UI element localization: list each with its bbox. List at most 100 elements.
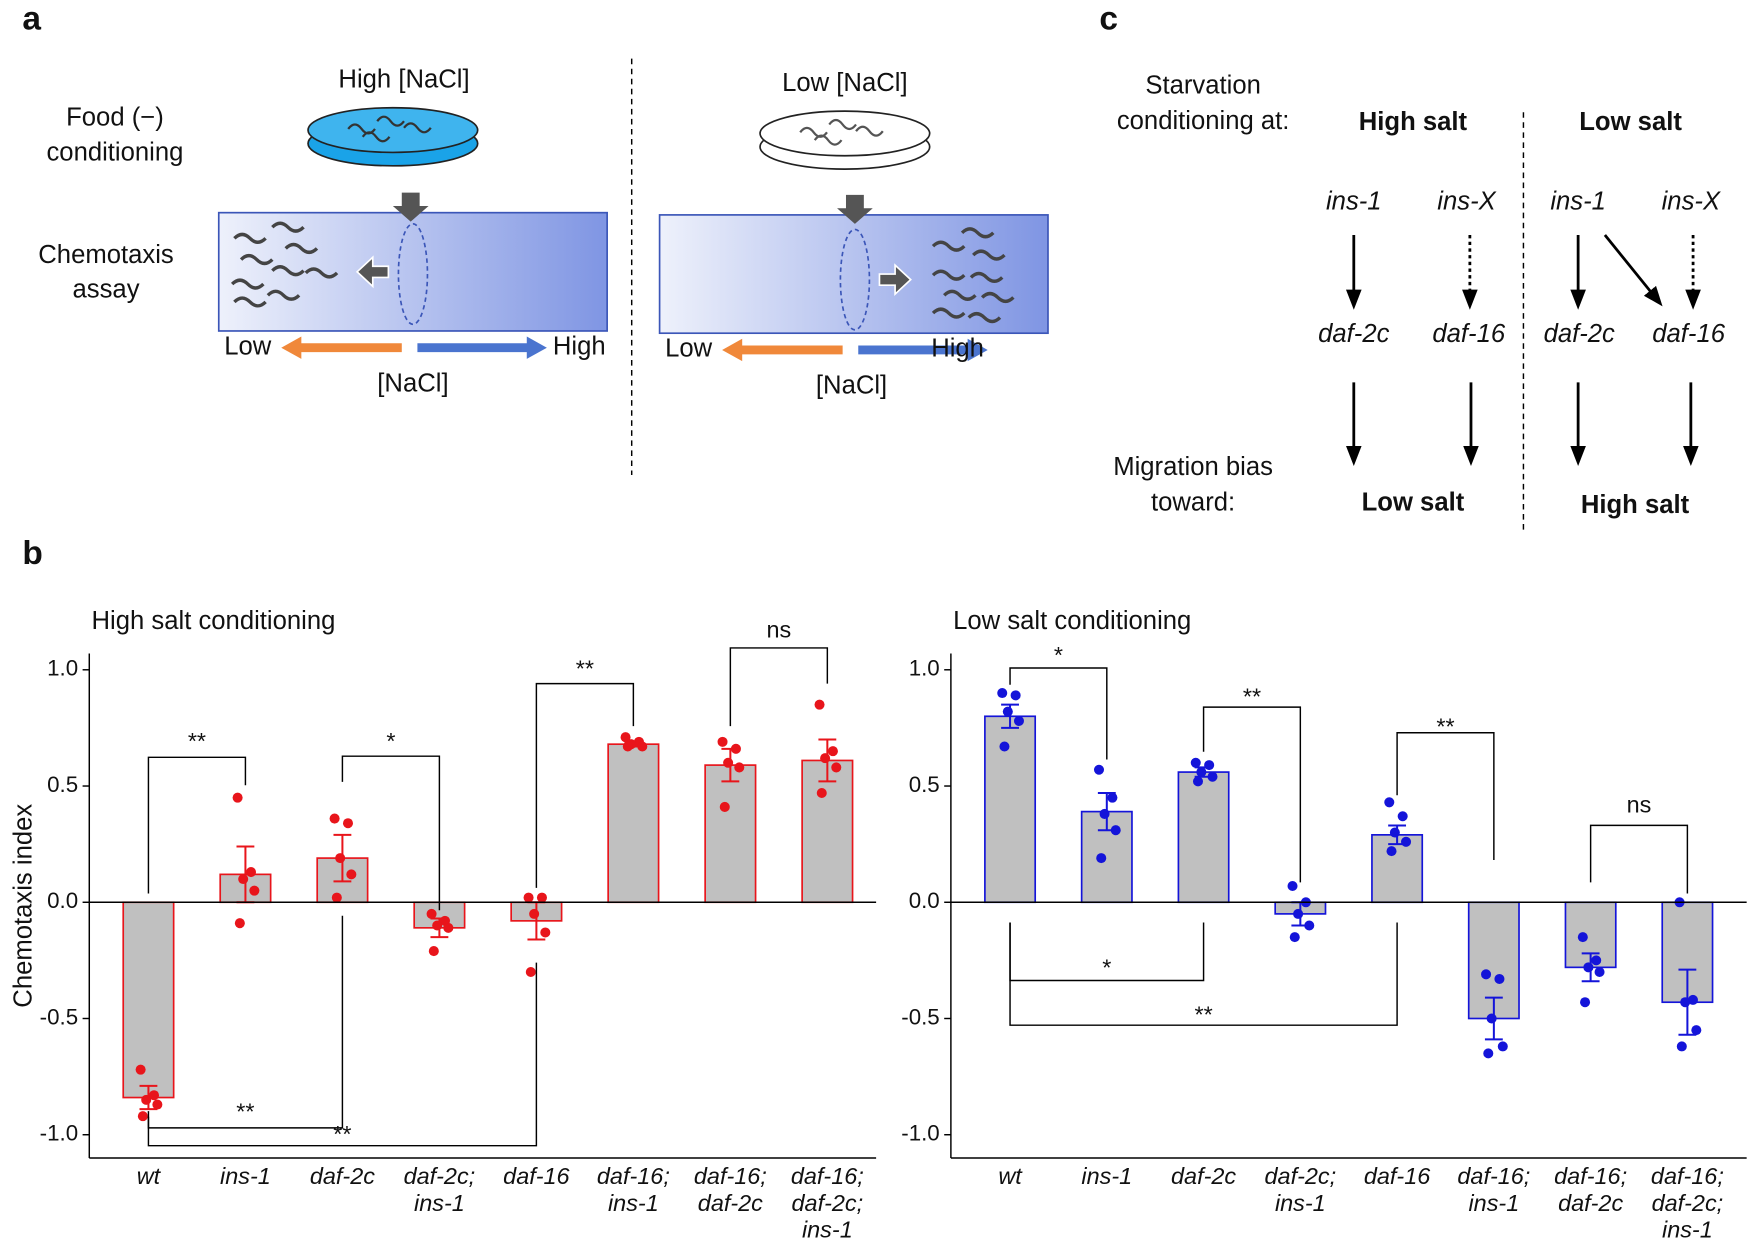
significance-bracket <box>147 756 247 894</box>
y-tick-label: 0.0 <box>909 888 940 913</box>
x-tick-label: daf-2c <box>310 1163 375 1189</box>
y-tick-label: -0.5 <box>901 1004 939 1029</box>
data-point <box>1481 969 1492 980</box>
data-point <box>997 688 1008 699</box>
arrow <box>722 338 743 362</box>
x-tick-label-line: daf-16; <box>1457 1163 1530 1189</box>
data-point <box>1384 797 1395 808</box>
data-point <box>622 741 633 752</box>
data-point <box>1190 757 1201 768</box>
data-point <box>148 1090 160 1101</box>
worms <box>230 221 339 308</box>
label: High <box>931 335 984 363</box>
panel-label: a <box>22 1 41 38</box>
label: Low salt <box>1362 489 1465 517</box>
significance-label: ** <box>188 728 206 754</box>
data-point <box>443 922 454 933</box>
origin <box>839 228 871 331</box>
data-point <box>331 892 342 903</box>
significance-bracket <box>1009 667 1108 760</box>
data-point <box>1680 997 1691 1008</box>
bar <box>1177 771 1230 904</box>
chart-title: Low salt conditioning <box>953 607 1191 635</box>
data-point <box>152 1099 163 1110</box>
x-tick-label-line: ins-1 <box>414 1190 465 1216</box>
x-tick-label: wt <box>998 1163 1023 1189</box>
significance-bracket <box>147 915 344 1129</box>
data-point <box>1099 808 1110 819</box>
significance-label: * <box>386 728 395 754</box>
x-tick-label-line: ins-1 <box>802 1217 853 1243</box>
significance-label: ns <box>1627 792 1652 818</box>
data-point <box>1389 827 1400 838</box>
significance-label: * <box>1054 642 1063 668</box>
node: ins-1 <box>1550 187 1606 215</box>
dish <box>307 106 479 154</box>
label: Starvation <box>1145 71 1261 99</box>
significance-label: ** <box>1194 1001 1212 1027</box>
data-point <box>1093 764 1105 775</box>
data-point <box>1107 792 1118 803</box>
x-tick-label: ins-1 <box>220 1163 271 1189</box>
data-point <box>827 746 838 757</box>
data-point <box>540 927 551 938</box>
label: High salt <box>1581 491 1690 519</box>
bar <box>984 715 1037 904</box>
x-tick-label-line: wt <box>998 1163 1023 1189</box>
data-point <box>432 920 443 931</box>
data-point <box>717 736 728 747</box>
data-point <box>1010 690 1021 701</box>
arrow <box>1603 234 1663 307</box>
x-tick-label: daf-16 <box>503 1163 570 1189</box>
x-tick-label: daf-2c; ins-1 <box>404 1163 476 1216</box>
bar <box>704 764 757 904</box>
node: daf-2c <box>1318 320 1389 348</box>
label: assay <box>73 276 140 304</box>
x-tick-label-line: daf-16; <box>1554 1163 1627 1189</box>
node: daf-16 <box>1652 320 1725 348</box>
y-axis-label: Chemotaxis index <box>9 804 37 1008</box>
data-point <box>342 818 354 829</box>
significance-bracket <box>147 962 538 1147</box>
panel-a-right: Low [NaCl] Low High [NaCl] <box>658 69 1049 400</box>
significance-bracket <box>1009 922 1398 1026</box>
significance-label: ** <box>1243 683 1261 709</box>
x-tick-label: daf-16; ins-1 <box>597 1163 670 1216</box>
data-point <box>734 762 745 773</box>
x-tick-label-line: daf-2c; <box>404 1163 476 1189</box>
x-tick-label: daf-16; daf-2c <box>694 1163 767 1216</box>
x-tick-label-line: daf-16 <box>1364 1163 1431 1189</box>
x-tick-label-line: ins-1 <box>1081 1163 1132 1189</box>
data-point <box>1386 846 1397 857</box>
data-point <box>1691 1025 1702 1036</box>
data-point <box>831 762 842 773</box>
data-point <box>1293 908 1304 919</box>
significance-bracket <box>341 755 441 911</box>
data-point <box>1289 932 1300 943</box>
data-point <box>1204 760 1215 771</box>
x-tick-label-line: daf-2c; <box>792 1190 864 1216</box>
node: ins-1 <box>1326 187 1382 215</box>
label: Migration bias <box>1113 453 1273 481</box>
label: High <box>553 332 606 360</box>
dish <box>759 110 931 157</box>
label: conditioning <box>46 138 183 166</box>
data-point <box>329 813 340 824</box>
data-point <box>1401 836 1412 847</box>
significance-bracket <box>1396 732 1495 860</box>
data-point <box>1594 966 1605 978</box>
x-tick-label: daf-16 <box>1364 1163 1431 1189</box>
data-point <box>1196 767 1207 778</box>
x-tick-label-line: ins-1 <box>1275 1190 1326 1216</box>
label: [NaCl] <box>816 372 887 400</box>
x-tick-label-line: daf-2c <box>698 1190 763 1216</box>
x-tick-label-line: daf-2c <box>310 1163 375 1189</box>
label: Chemotaxis <box>38 241 173 269</box>
data-point <box>1687 994 1698 1005</box>
assay-plate <box>658 214 1049 335</box>
x-tick-label: ins-1 <box>1081 1163 1132 1189</box>
x-tick-label: daf-2c <box>1171 1163 1236 1189</box>
x-tick-label: daf-16; ins-1 <box>1457 1163 1530 1216</box>
x-tick-label: daf-16; daf-2c; ins-1 <box>1651 1163 1724 1243</box>
arrow <box>281 336 302 359</box>
